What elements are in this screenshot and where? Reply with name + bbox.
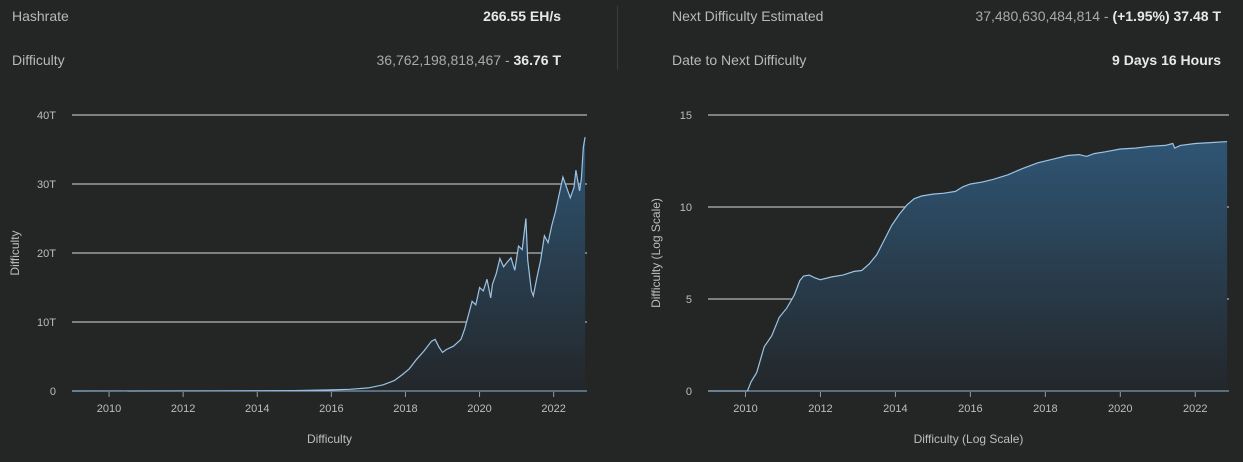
series-line [708, 141, 1228, 392]
difficulty-chart: 0 10T 20T 30T 40T 2010 2012 2014 2016 2018 2020 202… [8, 110, 587, 446]
x-tick-label: 2014 [245, 403, 269, 415]
y-tick-label: 5 [686, 294, 692, 306]
hashrate-value: 266.55 EH/s [483, 8, 561, 24]
stats-divider [617, 6, 618, 70]
next-difficulty-value: 37,480,630,484,814 - (+1.95%) 37.48 T [975, 8, 1221, 24]
y-tick-label: 0 [50, 386, 56, 398]
x-tick-label: 2022 [541, 403, 565, 415]
x-tick-label: 2010 [97, 403, 121, 415]
area-fill [72, 137, 586, 391]
x-axis-title: Difficulty [307, 432, 352, 446]
date-to-next-value-text: 9 Days 16 Hours [1112, 52, 1221, 68]
difficulty-value: 36,762,198,818,467 - 36.76 T [377, 52, 562, 68]
x-tick-label: 2012 [808, 403, 832, 415]
y-axis-title: Difficulty (Log Scale) [649, 198, 663, 308]
x-tick-label: 2020 [467, 403, 491, 415]
y-tick-label: 10T [37, 317, 56, 329]
x-tick-label: 2018 [393, 403, 417, 415]
date-to-next-value: 9 Days 16 Hours [1112, 52, 1221, 68]
difficulty-raw: 36,762,198,818,467 - [376, 52, 514, 68]
hashrate-label: Hashrate [12, 8, 69, 24]
x-tick-label: 2022 [1183, 403, 1207, 415]
difficulty-label: Difficulty [12, 52, 65, 68]
difficulty-short: 36.76 T [513, 52, 561, 68]
log-difficulty-chart: 0 5 10 15 2010 2012 2014 2016 2018 2020 2022 Diffic… [649, 110, 1229, 446]
x-tick-label: 2016 [958, 403, 982, 415]
x-tick-label: 2012 [171, 403, 195, 415]
y-tick-label: 40T [37, 110, 56, 122]
x-tick-label: 2016 [319, 403, 343, 415]
next-difficulty-label: Next Difficulty Estimated [672, 8, 824, 24]
x-tick-label: 2018 [1033, 403, 1057, 415]
y-tick-label: 15 [680, 110, 692, 122]
y-tick-label: 20T [37, 248, 56, 260]
x-tick-label: 2010 [733, 403, 757, 415]
area-fill [708, 141, 1228, 391]
x-tick-label: 2020 [1108, 403, 1132, 415]
y-tick-label: 0 [686, 386, 692, 398]
date-to-next-label: Date to Next Difficulty [672, 52, 807, 68]
y-tick-label: 10 [680, 202, 692, 214]
next-difficulty-raw: 37,480,630,484,814 - [975, 8, 1113, 24]
x-axis-title: Difficulty (Log Scale) [914, 432, 1024, 446]
next-difficulty-short: (+1.95%) 37.48 T [1112, 8, 1221, 24]
series-line [71, 136, 586, 392]
hashrate-value-text: 266.55 EH/s [483, 8, 561, 24]
y-axis-title: Difficulty [8, 230, 22, 275]
y-tick-label: 30T [37, 179, 56, 191]
x-tick-label: 2014 [883, 403, 907, 415]
